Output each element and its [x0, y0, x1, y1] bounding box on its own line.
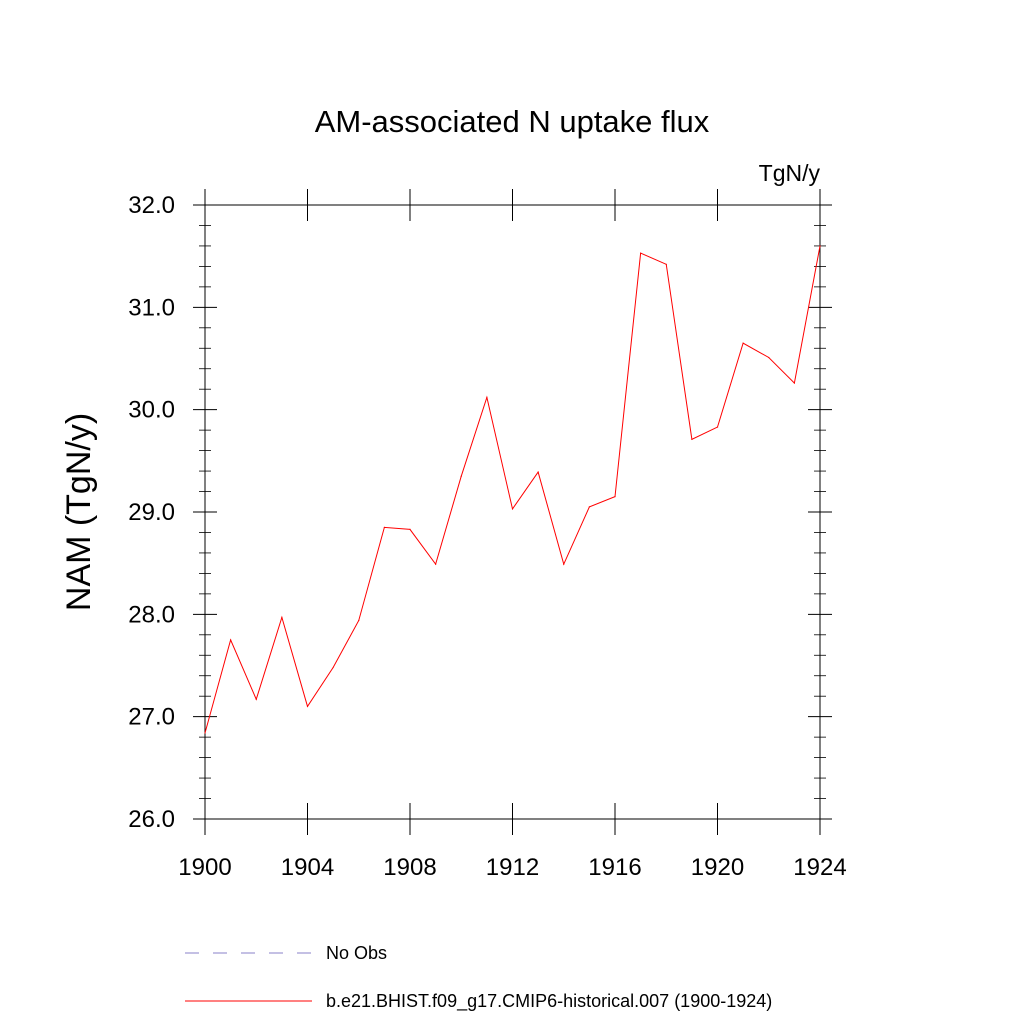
data-point	[383, 526, 385, 528]
data-point	[768, 356, 770, 359]
data-point	[716, 426, 719, 428]
data-point	[537, 471, 539, 473]
x-tick-label: 1916	[588, 854, 641, 881]
data-point	[306, 705, 309, 708]
x-tick-label: 1900	[178, 854, 231, 881]
y-tick-label: 29.0	[128, 499, 175, 526]
plot-frame	[204, 204, 821, 820]
x-tick-label: 1908	[383, 854, 436, 881]
data-point	[486, 396, 488, 398]
data-point	[230, 639, 232, 641]
units-label: TgN/y	[759, 160, 821, 186]
x-tick-label: 1924	[793, 854, 846, 881]
y-tick-label: 32.0	[128, 192, 175, 219]
data-point	[255, 698, 257, 700]
data-point	[511, 508, 514, 510]
y-axis-label: NAM (TgN/y)	[60, 413, 98, 611]
data-point	[409, 528, 411, 530]
legend-label-historical: b.e21.BHIST.f09_g17.CMIP6-historical.007…	[326, 991, 772, 1012]
data-point	[640, 252, 642, 254]
series-layer	[204, 245, 821, 734]
data-point	[742, 342, 744, 344]
data-point	[358, 619, 360, 622]
chart-title: AM-associated N uptake flux	[315, 104, 710, 139]
x-tick-label: 1920	[691, 854, 744, 881]
data-point	[588, 506, 590, 508]
data-point	[793, 382, 795, 384]
x-tick-label: 1904	[281, 854, 334, 881]
y-tick-label: 30.0	[128, 397, 175, 424]
data-point	[460, 475, 462, 477]
data-point	[332, 666, 334, 669]
data-point	[614, 496, 616, 498]
axis-tick-labels: 26.0 27.0 28.0 29.0 30.0 31.0 32.0 1900 1904 1908…	[128, 192, 846, 881]
x-tick-label: 1912	[486, 854, 539, 881]
data-point	[691, 438, 693, 440]
data-point	[819, 245, 821, 247]
y-tick-label: 31.0	[128, 294, 175, 321]
data-point	[281, 616, 283, 619]
y-tick-label: 27.0	[128, 704, 175, 731]
legend: No Obs b.e21.BHIST.f09_g17.CMIP6-histori…	[185, 943, 772, 1012]
axis-ticks	[193, 189, 832, 835]
data-point	[435, 563, 437, 565]
y-tick-label: 28.0	[128, 601, 175, 628]
y-tick-label: 26.0	[128, 806, 175, 833]
data-point	[204, 732, 206, 734]
data-point	[665, 263, 667, 265]
series-line	[204, 245, 821, 734]
data-point	[563, 563, 565, 565]
legend-label-no-obs: No Obs	[326, 943, 387, 963]
